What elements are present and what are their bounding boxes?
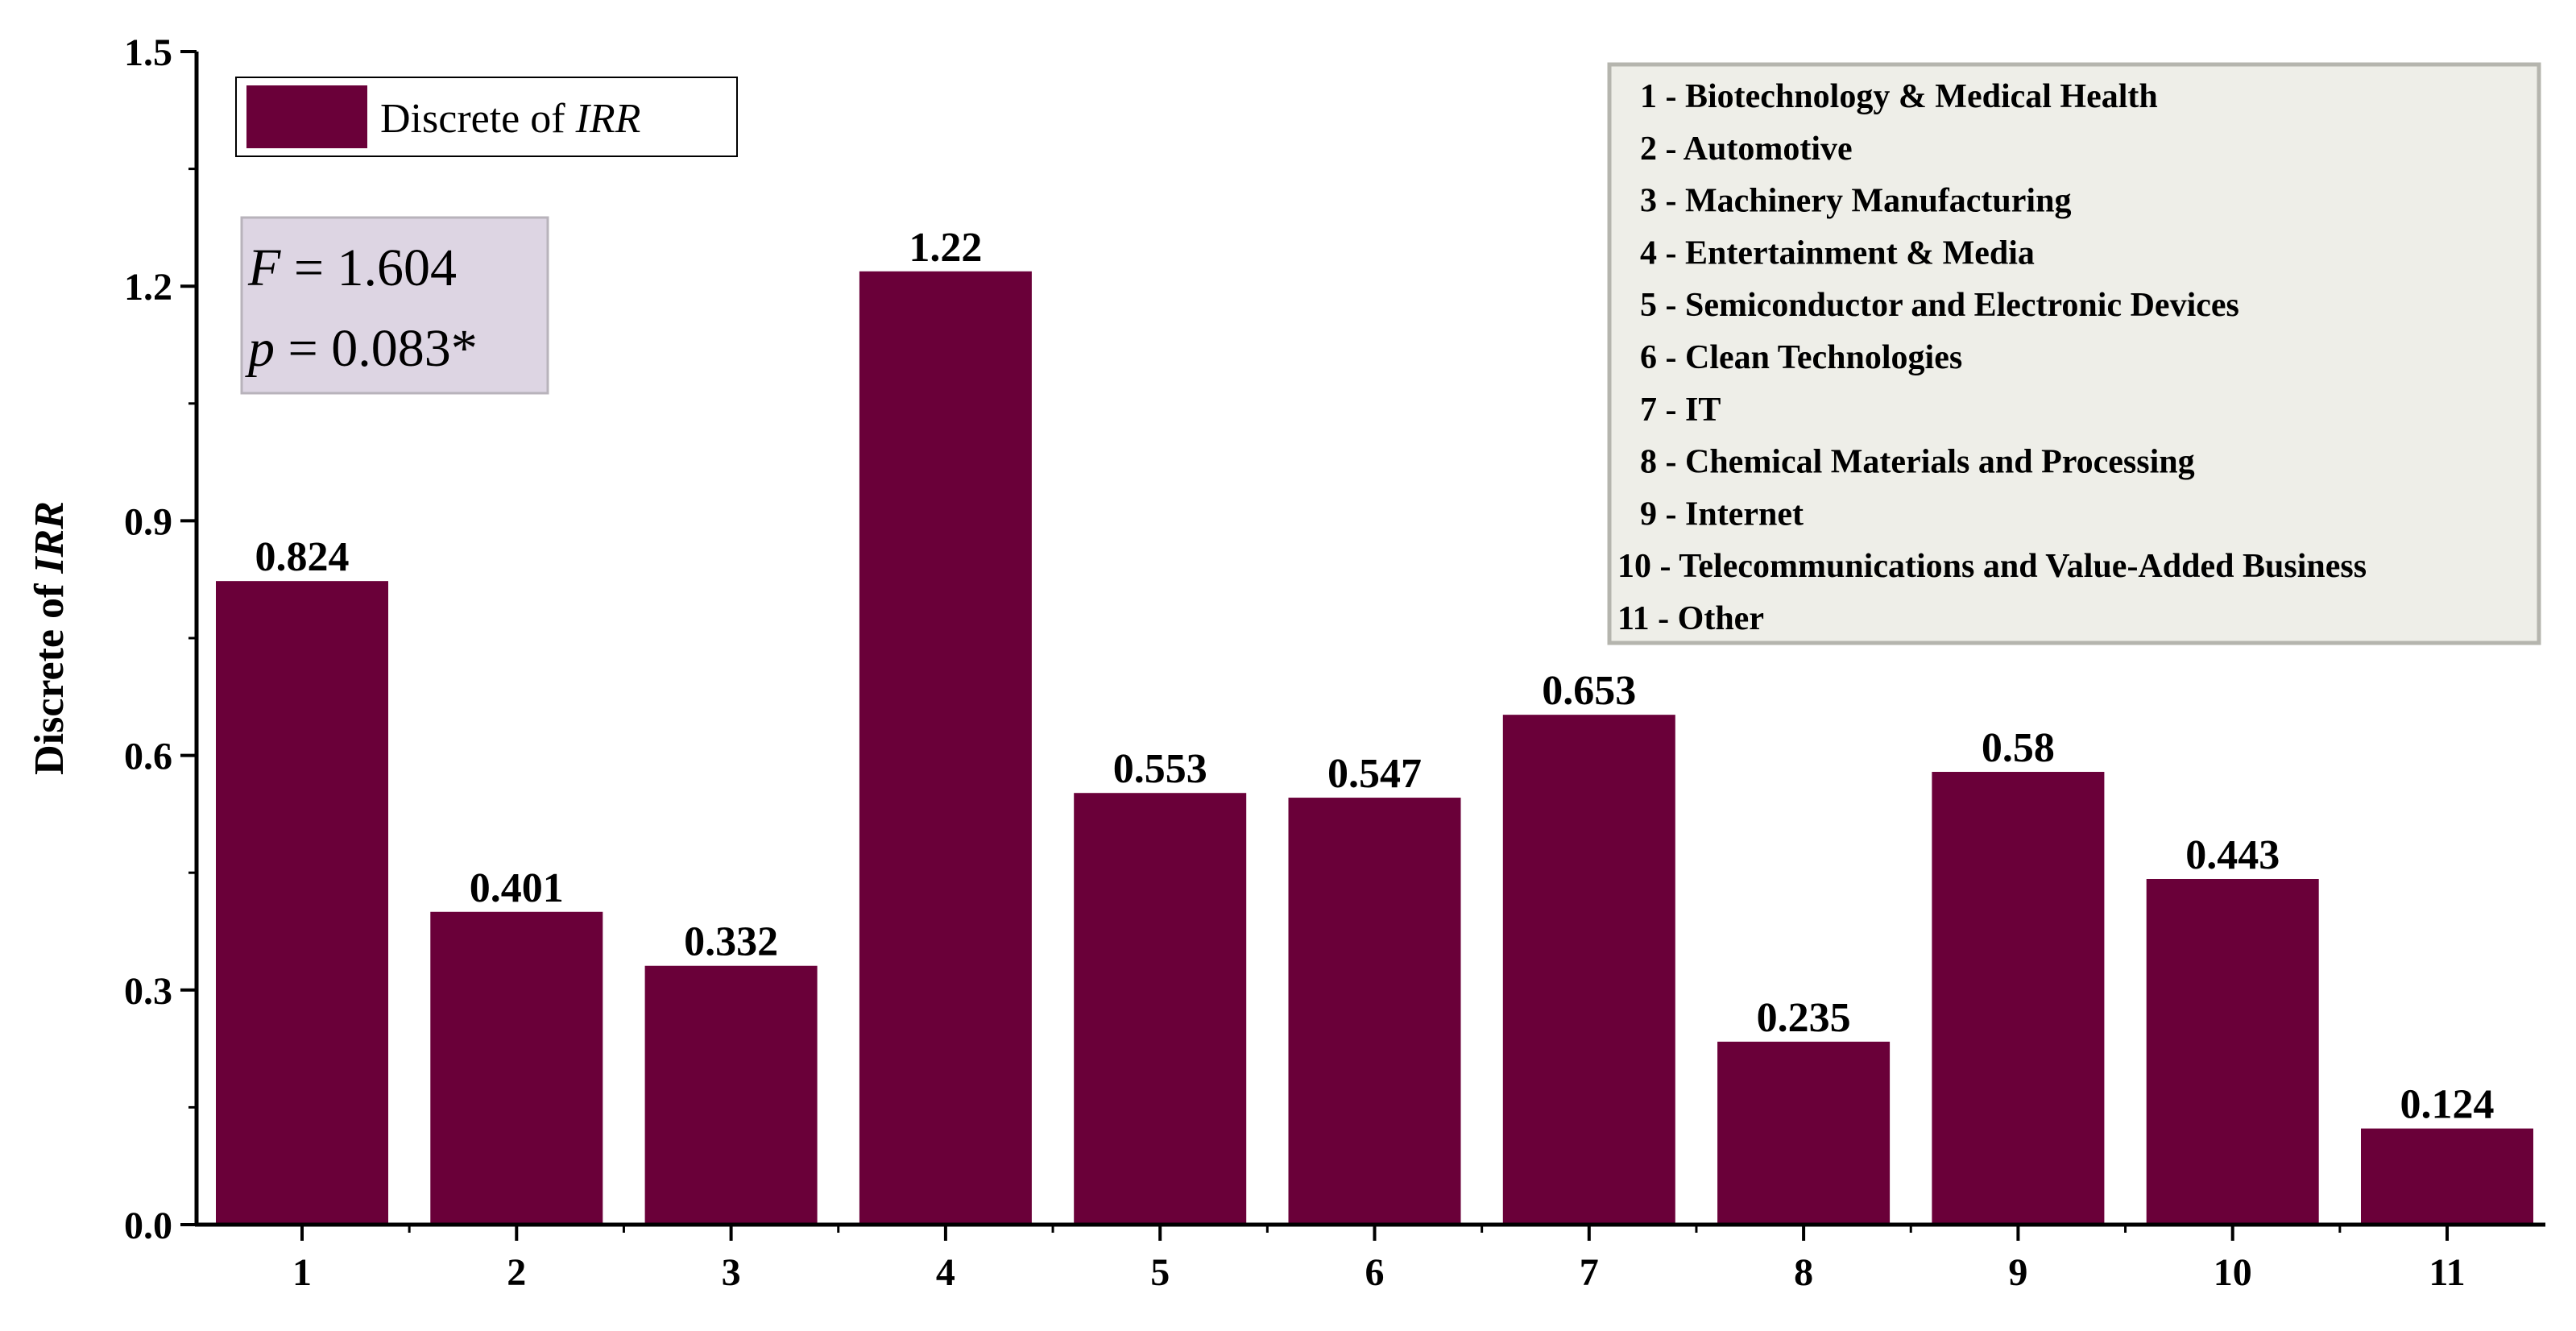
y-axis-title-prefix: Discrete of: [27, 574, 72, 775]
category-key-item-6: 6 - Clean Technologies: [1640, 339, 1962, 376]
legend-entry: Discrete of IRR: [380, 96, 640, 142]
category-key-item-5: 5 - Semiconductor and Electronic Devices: [1640, 287, 2239, 324]
data-label-2: 0.401: [470, 865, 564, 911]
p-value: p = 0.083*: [245, 319, 478, 378]
data-label-6: 0.547: [1327, 751, 1422, 797]
bar-2: [429, 910, 605, 1226]
data-label-1: 0.824: [255, 534, 350, 580]
bar-4: [857, 269, 1033, 1226]
y-tick-label-0.0: 0.0: [124, 1205, 172, 1247]
category-key-item-11: 11 - Other: [1617, 600, 1764, 637]
bar-6: [1286, 796, 1463, 1225]
category-key-frame: [1607, 62, 2541, 645]
legend-entry-prefix: Discrete of: [380, 96, 576, 142]
data-label-4: 1.22: [909, 225, 982, 271]
x-tick-label-4: 4: [936, 1251, 955, 1294]
data-labels-layer: 0.824 0.401 0.332 1.22 0.553 0.547 0.653 0.235 0…: [255, 225, 2495, 1128]
category-key: 1 - Biotechnology & Medical Health 2 - Au…: [1607, 62, 2541, 645]
f-statistic: F = 1.604: [247, 238, 457, 297]
y-ticks-layer: 0.0 0.3 0.6 0.9 1.2 1.5: [124, 31, 197, 1247]
x-tick-label-8: 8: [1794, 1251, 1813, 1294]
p-value-number: = 0.083*: [275, 319, 478, 378]
bars-layer: [214, 269, 2535, 1226]
data-label-7: 0.653: [1542, 668, 1636, 714]
y-tick-label-0.6: 0.6: [124, 736, 172, 778]
x-tick-label-5: 5: [1150, 1251, 1170, 1294]
bar-9: [1930, 770, 2106, 1225]
stats-box-frame: [240, 216, 549, 395]
x-tick-label-6: 6: [1365, 1251, 1385, 1294]
category-key-item-9: 9 - Internet: [1640, 495, 1804, 533]
bar-10: [2144, 877, 2321, 1225]
bar-7: [1501, 713, 1677, 1225]
x-tick-label-10: 10: [2214, 1251, 2252, 1294]
p-symbol: p: [245, 319, 275, 378]
y-tick-label-0.3: 0.3: [124, 970, 172, 1013]
legend-swatch: [246, 85, 367, 148]
data-label-8: 0.235: [1757, 995, 1851, 1041]
data-label-11: 0.124: [2400, 1082, 2495, 1128]
x-ticks-layer: 1 2 3 4 5 6 7 8 9 10 11: [292, 1225, 2466, 1294]
x-tick-label-11: 11: [2429, 1251, 2465, 1294]
bar-11: [2359, 1126, 2535, 1225]
category-key-item-4: 4 - Entertainment & Media: [1640, 234, 2035, 272]
data-label-10: 0.443: [2185, 832, 2280, 878]
bar-5: [1072, 791, 1249, 1225]
legend: Discrete of IRR: [235, 77, 738, 157]
category-key-item-10: 10 - Telecommunications and Value-Added …: [1617, 548, 2367, 585]
bar-1: [214, 579, 390, 1225]
legend-entry-italic: IRR: [575, 96, 641, 142]
y-tick-label-1.5: 1.5: [124, 31, 172, 74]
bar-8: [1716, 1039, 1892, 1225]
category-key-item-7: 7 - IT: [1640, 392, 1721, 429]
data-label-3: 0.332: [684, 919, 778, 965]
x-tick-label-1: 1: [292, 1251, 312, 1294]
category-key-item-2: 2 - Automotive: [1640, 131, 1853, 168]
f-value: = 1.604: [280, 238, 457, 297]
y-axis-title: Discrete of IRR: [27, 501, 72, 775]
x-tick-label-3: 3: [722, 1251, 741, 1294]
x-tick-label-2: 2: [507, 1251, 526, 1294]
category-key-item-8: 8 - Chemical Materials and Processing: [1640, 444, 2195, 481]
category-key-items: 1 - Biotechnology & Medical Health 2 - Au…: [1617, 78, 2367, 637]
category-key-item-3: 3 - Machinery Manufacturing: [1640, 183, 2071, 220]
x-tick-label-9: 9: [2008, 1251, 2027, 1294]
stats-box: F = 1.604 p = 0.083*: [240, 216, 549, 395]
y-axis-title-italic: IRR: [27, 501, 72, 574]
y-tick-label-1.2: 1.2: [124, 266, 172, 309]
category-key-item-1: 1 - Biotechnology & Medical Health: [1640, 78, 2158, 115]
data-label-9: 0.58: [1982, 725, 2055, 771]
bar-3: [643, 964, 819, 1225]
data-label-5: 0.553: [1113, 746, 1207, 792]
f-symbol: F: [247, 238, 281, 297]
x-tick-label-7: 7: [1580, 1251, 1599, 1294]
y-tick-label-0.9: 0.9: [124, 500, 172, 543]
